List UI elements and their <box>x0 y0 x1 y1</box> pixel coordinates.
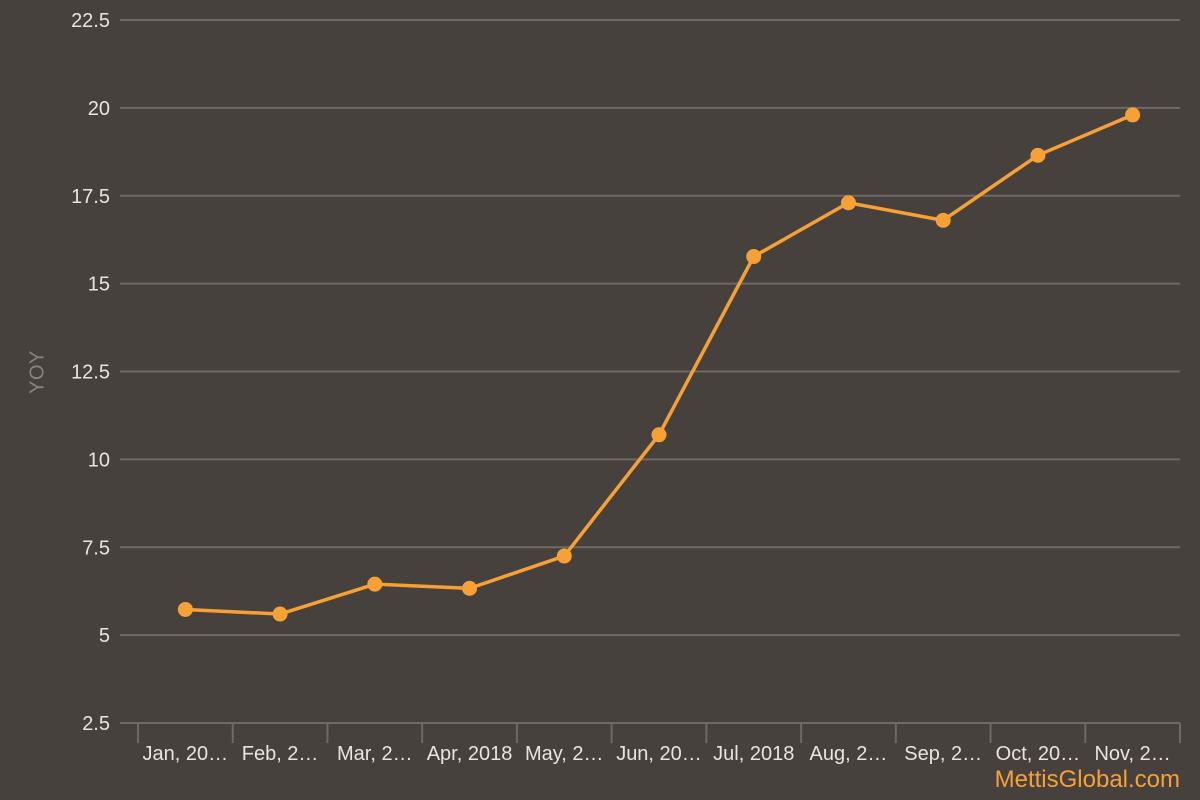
x-tick-label: May, 2… <box>525 743 604 765</box>
y-tick-label: 17.5 <box>71 186 110 208</box>
y-axis-ticks: 2.5 5 7.5 10 12.5 15 17.5 20 22.5 <box>71 10 110 735</box>
source-credit[interactable]: MettisGlobal.com <box>994 766 1180 793</box>
x-tick-label: Jun, 20… <box>616 743 702 765</box>
data-point <box>1030 147 1046 163</box>
x-tick-label: Aug, 2… <box>810 743 888 765</box>
x-tick-label: Feb, 2… <box>242 743 319 765</box>
y-tick-label: 20 <box>88 98 110 120</box>
data-point <box>1125 107 1141 123</box>
y-tick-label: 7.5 <box>82 537 110 559</box>
y-tick-label: 5 <box>99 625 110 647</box>
data-point <box>177 601 193 617</box>
data-point <box>746 249 762 265</box>
x-tick-label: Nov, 2… <box>1094 743 1170 765</box>
data-point <box>367 576 383 592</box>
series-points <box>177 107 1141 622</box>
data-point <box>462 580 478 596</box>
x-tick-label: Sep, 2… <box>904 743 982 765</box>
x-tick-label: Jul, 2018 <box>713 743 794 765</box>
x-axis-ticks <box>137 723 1181 743</box>
data-point <box>651 427 667 443</box>
y-tick-label: 12.5 <box>71 362 110 384</box>
y-tick-label: 15 <box>88 274 110 296</box>
y-gridlines <box>120 19 1180 724</box>
data-point <box>556 548 572 564</box>
y-tick-label: 2.5 <box>82 713 110 735</box>
x-tick-label: Mar, 2… <box>337 743 413 765</box>
x-tick-label: Oct, 20… <box>996 743 1080 765</box>
x-tick-label: Apr, 2018 <box>427 743 513 765</box>
data-point <box>272 606 288 622</box>
y-axis-title: YOY <box>26 350 49 394</box>
data-point <box>840 195 856 211</box>
y-tick-label: 10 <box>88 449 110 471</box>
x-axis-labels: Jan, 20… Feb, 2… Mar, 2… Apr, 2018 May, 2… Ju… <box>143 743 1171 765</box>
data-point <box>935 212 951 228</box>
y-tick-label: 22.5 <box>71 10 110 32</box>
series-line <box>183 113 1135 616</box>
x-tick-label: Jan, 20… <box>143 743 229 765</box>
